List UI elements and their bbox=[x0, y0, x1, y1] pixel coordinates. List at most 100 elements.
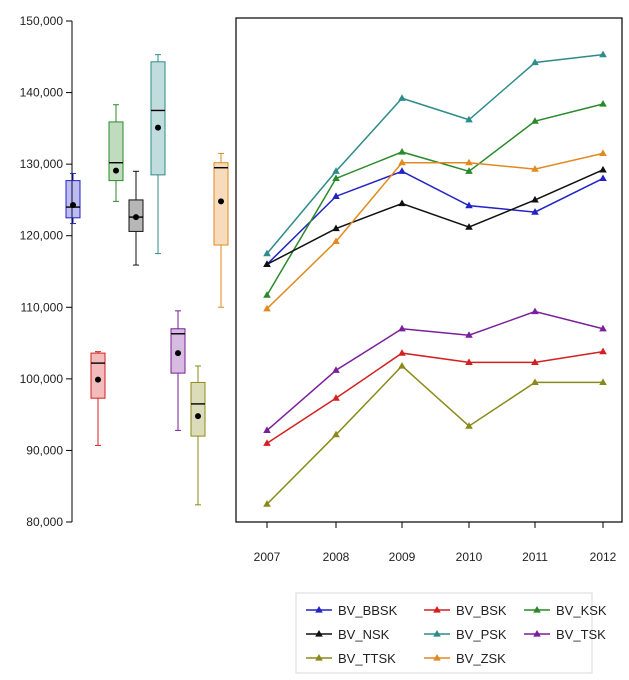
legend-item-bv-psk: BV_PSK bbox=[424, 627, 507, 642]
data-point bbox=[332, 237, 340, 245]
boxplot-mean-marker bbox=[175, 350, 181, 357]
data-point bbox=[332, 366, 340, 373]
boxplot-box bbox=[65, 180, 81, 219]
boxplot-bv-ttsk bbox=[190, 365, 206, 506]
data-point bbox=[531, 378, 539, 386]
boxplot-mean-marker bbox=[95, 376, 101, 383]
legend-label: BV_TSK bbox=[556, 627, 606, 642]
legend-marker bbox=[533, 606, 541, 613]
data-point bbox=[398, 167, 406, 174]
legend-marker bbox=[315, 606, 323, 613]
legend-frame bbox=[295, 592, 593, 674]
data-point bbox=[465, 223, 473, 230]
data-point bbox=[465, 167, 473, 174]
boxplot-box bbox=[190, 381, 206, 437]
data-point bbox=[332, 167, 340, 174]
legend-item-bv-zsk: BV_ZSK bbox=[424, 651, 506, 666]
line-plot-frame bbox=[235, 17, 623, 523]
series-bv-psk bbox=[263, 50, 607, 257]
series-bv-bbsk bbox=[263, 167, 607, 267]
data-point bbox=[531, 195, 539, 203]
boxplot-box bbox=[108, 121, 124, 182]
series-line bbox=[266, 364, 603, 505]
data-point bbox=[398, 199, 406, 207]
legend-item-bv-nsk: BV_NSK bbox=[306, 627, 390, 642]
y-tick-label: 90,000 bbox=[26, 443, 63, 457]
data-point bbox=[465, 422, 473, 429]
legend-item-bv-ttsk: BV_TTSK bbox=[306, 651, 396, 666]
y-tick-label: 100,000 bbox=[20, 372, 64, 386]
legend-marker bbox=[433, 654, 441, 661]
series-line bbox=[266, 350, 604, 444]
boxplot-bv-nsk bbox=[128, 170, 144, 266]
data-point bbox=[599, 174, 607, 182]
data-point bbox=[398, 349, 406, 356]
legend-marker bbox=[533, 630, 541, 637]
boxplot-bv-bsk bbox=[90, 351, 106, 446]
boxplot-bv-bbsk bbox=[65, 172, 81, 225]
y-tick-label: 150,000 bbox=[20, 14, 64, 28]
y-tick-label: 120,000 bbox=[20, 229, 64, 243]
data-point bbox=[398, 324, 406, 332]
data-point bbox=[599, 100, 607, 107]
y-tick-label: 110,000 bbox=[21, 300, 64, 314]
legend-item-bv-bbsk: BV_BBSK bbox=[306, 603, 398, 618]
boxplot-bv-zsk bbox=[213, 152, 229, 308]
data-point bbox=[531, 358, 539, 365]
boxplot-mean-marker bbox=[155, 124, 161, 131]
data-point bbox=[465, 201, 473, 209]
data-point bbox=[332, 394, 340, 401]
legend-marker bbox=[433, 606, 441, 613]
series-line bbox=[266, 103, 604, 296]
boxplot-box bbox=[150, 61, 166, 176]
y-tick-label: 140,000 bbox=[20, 86, 64, 100]
data-point bbox=[398, 94, 406, 101]
data-point bbox=[398, 361, 406, 369]
legend-label: BV_BSK bbox=[456, 603, 507, 618]
boxplot-mean-marker bbox=[195, 413, 201, 420]
line-series-panel bbox=[263, 50, 607, 507]
y-tick-label: 80,000 bbox=[26, 515, 63, 529]
legend-label: BV_TTSK bbox=[338, 651, 396, 666]
legend-label: BV_PSK bbox=[456, 627, 507, 642]
legend-label: BV_ZSK bbox=[456, 651, 506, 666]
x-axis: 2007 2008 2009 2010 2011 2012 bbox=[254, 522, 617, 564]
legend: BV_BBSK BV_BSK BV_KSK BV_NSK BV_PSK BV_TSK BV_… bbox=[306, 603, 607, 666]
series-line bbox=[266, 169, 604, 266]
data-point bbox=[263, 439, 271, 446]
data-point bbox=[332, 174, 340, 182]
data-point bbox=[263, 304, 271, 312]
series-bv-ksk bbox=[263, 100, 607, 298]
data-point bbox=[465, 331, 473, 338]
boxplot-mean-marker bbox=[70, 201, 76, 208]
y-tick-label: 130,000 bbox=[20, 157, 64, 171]
series-bv-ttsk bbox=[263, 361, 607, 507]
boxplot-mean-marker bbox=[113, 167, 119, 174]
legend-marker bbox=[315, 630, 323, 637]
data-point bbox=[599, 378, 607, 386]
series-line bbox=[266, 310, 604, 431]
data-point bbox=[599, 149, 607, 157]
boxplot-panel bbox=[65, 54, 229, 506]
y-axis: 80,000 90,000 100,000 110,000 120,000 130,000… bbox=[20, 14, 73, 529]
series-bv-bsk bbox=[263, 347, 607, 446]
x-tick-label: 2012 bbox=[590, 550, 617, 564]
data-point bbox=[398, 158, 406, 166]
data-point bbox=[398, 147, 406, 155]
legend-label: BV_BBSK bbox=[338, 603, 398, 618]
legend-marker bbox=[315, 654, 323, 661]
boxplot-bv-ksk bbox=[108, 104, 124, 202]
data-point bbox=[263, 426, 271, 433]
data-point bbox=[332, 224, 340, 232]
legend-label: BV_KSK bbox=[556, 603, 607, 618]
data-point bbox=[263, 500, 271, 507]
data-point bbox=[599, 50, 607, 58]
data-point bbox=[332, 430, 340, 438]
data-point bbox=[599, 324, 607, 332]
data-point bbox=[531, 165, 539, 172]
x-tick-label: 2010 bbox=[456, 550, 483, 564]
series-line bbox=[266, 53, 604, 255]
legend-item-bv-ksk: BV_KSK bbox=[524, 603, 607, 618]
x-tick-label: 2008 bbox=[323, 550, 350, 564]
